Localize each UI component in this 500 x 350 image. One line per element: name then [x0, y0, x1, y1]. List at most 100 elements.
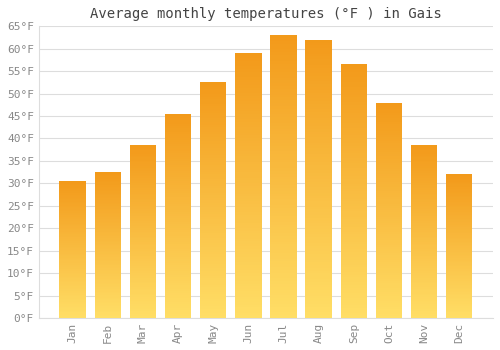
- Bar: [200, 217, 226, 219]
- Bar: [306, 70, 332, 73]
- Bar: [200, 268, 226, 271]
- Bar: [235, 61, 262, 64]
- Bar: [376, 144, 402, 146]
- Bar: [235, 281, 262, 284]
- Bar: [446, 240, 472, 242]
- Bar: [60, 292, 86, 293]
- Bar: [60, 277, 86, 278]
- Bar: [60, 210, 86, 211]
- Bar: [60, 185, 86, 187]
- Bar: [340, 158, 367, 161]
- Bar: [235, 85, 262, 88]
- Bar: [200, 144, 226, 146]
- Bar: [60, 206, 86, 207]
- Bar: [165, 214, 191, 216]
- Bar: [306, 268, 332, 271]
- Bar: [60, 273, 86, 274]
- Bar: [235, 252, 262, 254]
- Bar: [270, 120, 296, 123]
- Bar: [446, 187, 472, 189]
- Bar: [411, 197, 438, 199]
- Bar: [165, 122, 191, 124]
- Bar: [306, 285, 332, 287]
- Bar: [306, 265, 332, 268]
- Bar: [270, 174, 296, 177]
- Bar: [165, 292, 191, 293]
- Bar: [340, 262, 367, 265]
- Bar: [165, 140, 191, 142]
- Bar: [376, 116, 402, 118]
- Bar: [340, 270, 367, 272]
- Bar: [200, 120, 226, 122]
- Bar: [270, 49, 296, 52]
- Bar: [270, 109, 296, 112]
- Bar: [306, 220, 332, 223]
- Bar: [165, 210, 191, 212]
- Bar: [306, 140, 332, 143]
- Bar: [306, 226, 332, 229]
- Bar: [165, 120, 191, 122]
- Bar: [235, 127, 262, 130]
- Bar: [235, 262, 262, 265]
- Bar: [130, 212, 156, 214]
- Bar: [60, 230, 86, 232]
- Bar: [376, 275, 402, 277]
- Bar: [165, 185, 191, 187]
- Bar: [200, 316, 226, 318]
- Bar: [165, 155, 191, 157]
- Bar: [165, 255, 191, 257]
- Bar: [411, 211, 438, 212]
- Bar: [94, 305, 121, 306]
- Bar: [306, 243, 332, 246]
- Bar: [165, 175, 191, 177]
- Bar: [130, 242, 156, 244]
- Bar: [165, 148, 191, 150]
- Bar: [60, 295, 86, 296]
- Bar: [235, 289, 262, 292]
- Bar: [306, 59, 332, 62]
- Bar: [446, 258, 472, 259]
- Bar: [200, 141, 226, 144]
- Bar: [411, 155, 438, 157]
- Bar: [446, 275, 472, 276]
- Bar: [235, 75, 262, 77]
- Bar: [446, 209, 472, 210]
- Bar: [235, 294, 262, 297]
- Bar: [165, 240, 191, 243]
- Bar: [376, 161, 402, 163]
- Bar: [411, 175, 438, 176]
- Bar: [235, 286, 262, 289]
- Bar: [130, 190, 156, 192]
- Bar: [130, 199, 156, 201]
- Bar: [60, 298, 86, 299]
- Bar: [130, 244, 156, 245]
- Bar: [94, 316, 121, 318]
- Bar: [165, 138, 191, 140]
- Bar: [411, 171, 438, 173]
- Bar: [306, 40, 332, 42]
- Bar: [200, 259, 226, 261]
- Bar: [270, 177, 296, 180]
- Bar: [94, 201, 121, 203]
- Bar: [270, 270, 296, 273]
- Bar: [94, 207, 121, 209]
- Bar: [200, 212, 226, 214]
- Bar: [94, 309, 121, 311]
- Bar: [270, 100, 296, 103]
- Bar: [94, 200, 121, 201]
- Bar: [340, 163, 367, 166]
- Bar: [200, 169, 226, 172]
- Bar: [340, 184, 367, 186]
- Bar: [411, 173, 438, 175]
- Bar: [270, 89, 296, 92]
- Bar: [130, 225, 156, 226]
- Bar: [340, 80, 367, 82]
- Bar: [376, 240, 402, 243]
- Bar: [270, 284, 296, 287]
- Bar: [200, 99, 226, 101]
- Bar: [411, 280, 438, 282]
- Bar: [60, 196, 86, 197]
- Bar: [235, 188, 262, 191]
- Bar: [94, 211, 121, 213]
- Bar: [411, 161, 438, 162]
